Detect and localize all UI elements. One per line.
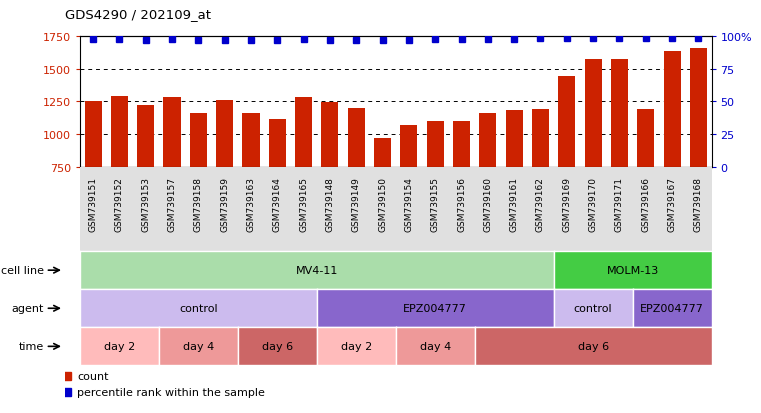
Bar — [453, 122, 470, 167]
Text: GSM739163: GSM739163 — [247, 177, 256, 232]
Text: GSM739158: GSM739158 — [194, 177, 203, 232]
Text: day 4: day 4 — [419, 342, 451, 351]
Text: count: count — [78, 371, 109, 381]
Text: day 4: day 4 — [183, 342, 214, 351]
Bar — [243, 114, 260, 167]
Text: GDS4290 / 202109_at: GDS4290 / 202109_at — [65, 8, 211, 21]
Text: EPZ004777: EPZ004777 — [640, 304, 704, 313]
Bar — [532, 110, 549, 167]
Bar — [84, 102, 102, 167]
Bar — [637, 109, 654, 167]
Text: GSM739171: GSM739171 — [615, 177, 624, 232]
Bar — [427, 121, 444, 167]
Bar — [295, 97, 312, 167]
Text: percentile rank within the sample: percentile rank within the sample — [78, 387, 265, 397]
Bar — [689, 49, 707, 167]
Bar — [137, 106, 154, 167]
Text: GSM739165: GSM739165 — [299, 177, 308, 232]
Bar — [348, 109, 365, 167]
Bar — [374, 139, 391, 167]
Text: day 6: day 6 — [578, 342, 609, 351]
Text: day 6: day 6 — [262, 342, 293, 351]
Text: control: control — [574, 304, 613, 313]
Text: GSM739166: GSM739166 — [642, 177, 650, 232]
Text: day 2: day 2 — [341, 342, 372, 351]
Bar — [505, 111, 523, 167]
Text: cell line: cell line — [1, 266, 44, 275]
Text: agent: agent — [11, 304, 44, 313]
Bar — [400, 126, 418, 167]
Text: GSM739161: GSM739161 — [510, 177, 519, 232]
Bar — [111, 97, 128, 167]
Text: GSM739162: GSM739162 — [536, 177, 545, 232]
Text: GSM739169: GSM739169 — [562, 177, 572, 232]
Text: MOLM-13: MOLM-13 — [607, 266, 659, 275]
Text: GSM739160: GSM739160 — [483, 177, 492, 232]
Text: GSM739153: GSM739153 — [142, 177, 150, 232]
Text: GSM739151: GSM739151 — [88, 177, 97, 232]
Text: GSM739167: GSM739167 — [667, 177, 677, 232]
Bar — [321, 102, 339, 167]
Text: EPZ004777: EPZ004777 — [403, 304, 467, 313]
Text: GSM739156: GSM739156 — [457, 177, 466, 232]
Text: time: time — [19, 342, 44, 351]
Text: control: control — [179, 304, 218, 313]
Bar — [664, 52, 680, 167]
Bar — [269, 119, 286, 167]
Bar — [189, 113, 207, 167]
Text: GSM739148: GSM739148 — [326, 177, 334, 232]
Bar — [559, 76, 575, 167]
Text: GSM739154: GSM739154 — [404, 177, 413, 232]
Bar — [479, 114, 496, 167]
Text: day 2: day 2 — [103, 342, 135, 351]
Text: GSM739170: GSM739170 — [588, 177, 597, 232]
Text: GSM739149: GSM739149 — [352, 177, 361, 232]
Text: GSM739155: GSM739155 — [431, 177, 440, 232]
Text: GSM739168: GSM739168 — [694, 177, 703, 232]
Text: GSM739157: GSM739157 — [167, 177, 177, 232]
Text: MV4-11: MV4-11 — [295, 266, 338, 275]
Bar — [611, 60, 628, 167]
Text: GSM739150: GSM739150 — [378, 177, 387, 232]
Bar — [164, 97, 180, 167]
Text: GSM739164: GSM739164 — [272, 177, 282, 232]
Text: GSM739159: GSM739159 — [220, 177, 229, 232]
Text: GSM739152: GSM739152 — [115, 177, 124, 232]
Bar — [584, 60, 602, 167]
Bar — [216, 101, 233, 167]
